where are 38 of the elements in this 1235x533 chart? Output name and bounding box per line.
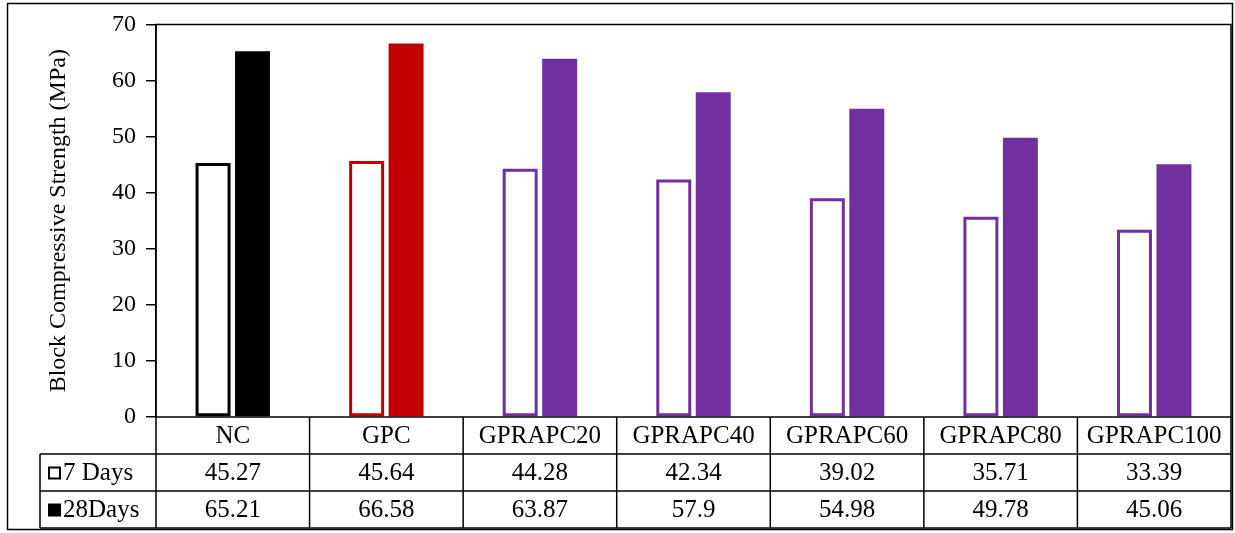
data-label: 44.28 [511, 458, 569, 486]
bar [542, 58, 578, 417]
bar [1002, 137, 1038, 417]
data-label: 66.58 [358, 495, 415, 523]
y-tick-label: 40 [112, 177, 136, 204]
x-tick-label: GPRAPC100 [1086, 421, 1222, 449]
data-label: 39.02 [818, 458, 876, 486]
x-tick-label: NC [215, 421, 251, 449]
data-label: 54.98 [818, 495, 876, 523]
x-tick-label: GPRAPC60 [785, 421, 909, 449]
data-label: 45.27 [204, 458, 261, 486]
bar [1156, 164, 1192, 417]
y-axis-title: Block Compressive Strength (MPa) [43, 49, 70, 393]
y-tick-label: 70 [112, 9, 136, 36]
x-tick-label: GPC [362, 421, 411, 449]
data-label: 65.21 [204, 495, 261, 523]
data-label: 42.34 [665, 458, 723, 486]
y-tick-label: 0 [124, 402, 136, 429]
x-tick-label: GPRAPC40 [632, 421, 755, 449]
y-tick-label: 30 [112, 234, 136, 261]
x-tick-label: GPRAPC80 [939, 421, 1062, 449]
legend-label: 28Days [63, 495, 140, 523]
data-label: 45.06 [1126, 495, 1183, 523]
bar [388, 43, 424, 417]
bar [695, 92, 731, 417]
y-tick-label: 60 [112, 65, 136, 92]
data-label: 57.9 [671, 495, 716, 523]
y-tick-label: 20 [112, 290, 136, 317]
data-label: 45.64 [358, 458, 415, 486]
legend-label: 7 Days [63, 458, 134, 486]
y-tick-label: 10 [112, 346, 136, 373]
data-label: 63.87 [511, 495, 569, 523]
data-label: 49.78 [972, 495, 1029, 523]
data-label: 33.39 [1126, 458, 1183, 486]
y-tick-label: 50 [112, 121, 136, 148]
data-label: 35.71 [972, 458, 1029, 486]
bar [849, 108, 885, 417]
x-tick-label: GPRAPC20 [478, 421, 602, 449]
